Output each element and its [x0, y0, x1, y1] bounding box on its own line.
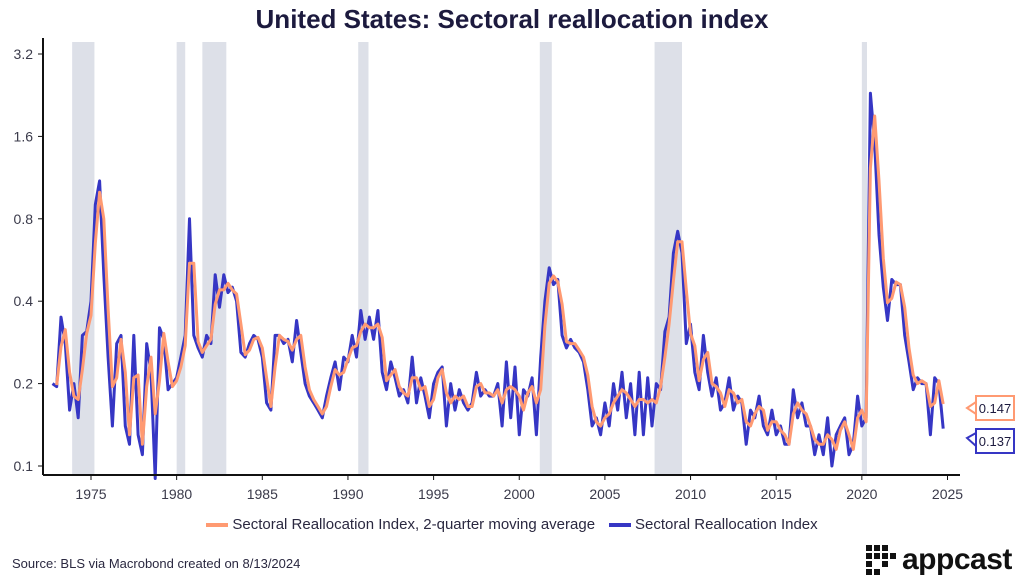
appcast-logo-icon — [866, 545, 896, 575]
recession-band — [654, 42, 682, 475]
series-line-moving-average — [55, 114, 945, 451]
x-tick-label: 2020 — [846, 486, 877, 502]
legend: Sectoral Reallocation Index, 2-quarter m… — [0, 516, 1024, 533]
recession-band — [72, 42, 95, 475]
x-tick-label: 1980 — [161, 486, 192, 502]
y-tick-label: 3.2 — [14, 46, 34, 62]
recession-band — [358, 42, 369, 475]
y-tick-label: 0.2 — [14, 376, 34, 392]
legend-item-index: Sectoral Reallocation Index — [609, 516, 818, 533]
x-tick-label: 1995 — [418, 486, 449, 502]
x-tick-label: 1985 — [247, 486, 278, 502]
x-tick-label: 2010 — [675, 486, 706, 502]
legend-swatch-blue — [609, 522, 632, 527]
y-tick-label: 0.4 — [14, 293, 34, 309]
y-tick-label: 0.8 — [14, 211, 34, 227]
legend-label: Sectoral Reallocation Index, 2-quarter m… — [232, 516, 596, 533]
x-tick-label: 1990 — [332, 486, 363, 502]
end-label-index: 0.137 — [975, 428, 1015, 454]
appcast-logo: appcast — [866, 543, 1012, 577]
source-note: Source: BLS via Macrobond created on 8/1… — [12, 556, 301, 571]
recession-band — [176, 42, 186, 475]
x-tick-label: 1975 — [75, 486, 106, 502]
series-line-index — [51, 91, 945, 480]
x-tick-label: 2005 — [589, 486, 620, 502]
x-tick-label: 2025 — [932, 486, 963, 502]
legend-item-moving-average: Sectoral Reallocation Index, 2-quarter m… — [206, 516, 595, 533]
recession-band — [861, 42, 867, 475]
y-tick-label: 1.6 — [14, 128, 34, 144]
x-tick-label: 2015 — [761, 486, 792, 502]
legend-swatch-orange — [206, 522, 229, 527]
recession-band — [539, 42, 552, 475]
appcast-logo-text: appcast — [902, 543, 1012, 576]
legend-label: Sectoral Reallocation Index — [635, 516, 818, 533]
x-tick-label: 2000 — [504, 486, 535, 502]
y-tick-label: 0.1 — [14, 458, 34, 474]
recession-band — [202, 42, 227, 475]
end-label-moving-average: 0.147 — [975, 395, 1015, 421]
chart-title: United States: Sectoral reallocation ind… — [255, 4, 769, 34]
